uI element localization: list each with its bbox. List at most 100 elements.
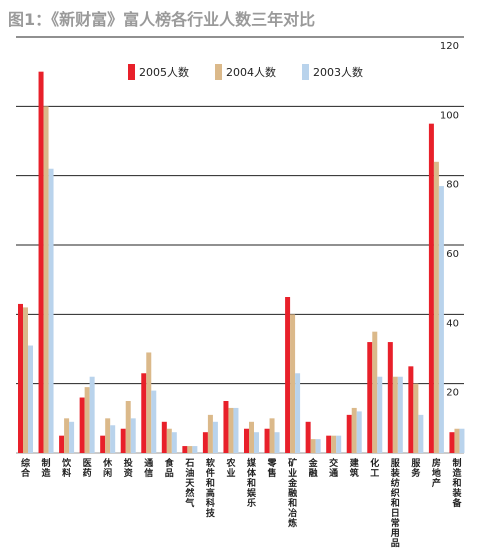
bar [43, 106, 49, 453]
chart-title: 图1：《新财富》富人榜各行业人数三年对比 [8, 10, 316, 29]
bar [120, 428, 126, 453]
x-category-label: 综合 [21, 457, 31, 479]
bar [69, 421, 75, 453]
legend-label-2005: 2005人数 [139, 66, 189, 79]
bar [228, 407, 234, 453]
bar [110, 425, 116, 453]
legend-swatch-2003 [302, 64, 309, 80]
bar [454, 428, 460, 453]
y-tick-label: 120 [440, 41, 459, 52]
legend-item-2003: 2003人数 [302, 63, 363, 81]
x-category-label: 石油天然气 [184, 458, 195, 509]
bar [377, 376, 383, 453]
bar [182, 446, 188, 453]
x-category-label: 通信 [144, 457, 153, 479]
x-category-label: 媒体和娱乐 [246, 457, 257, 509]
x-category-label: 农业 [225, 457, 236, 479]
bar [449, 432, 455, 453]
bar [151, 390, 157, 453]
bar [315, 439, 321, 453]
bar [356, 411, 362, 453]
bar [249, 421, 254, 453]
y-tick-label: 40 [446, 318, 459, 329]
bar [89, 376, 95, 453]
bar [413, 383, 419, 453]
x-category-label: 金融 [308, 457, 319, 479]
x-category-label: 软件和高科技 [205, 457, 216, 519]
legend-item-2005: 2005人数 [128, 63, 189, 81]
bar [351, 407, 357, 453]
bar [233, 407, 239, 453]
bar [212, 421, 218, 453]
bar [418, 414, 424, 453]
bar [285, 297, 291, 453]
x-category-label: 服装纺织和日常用品 [390, 458, 401, 549]
bar [274, 432, 280, 453]
bar [59, 435, 65, 453]
bar [141, 373, 147, 453]
bar [125, 401, 131, 453]
y-tick-label: 80 [446, 180, 459, 191]
bar [48, 168, 54, 453]
bar [64, 418, 70, 453]
bar [290, 314, 296, 453]
bar [207, 414, 213, 453]
bar [105, 418, 111, 453]
bar [433, 161, 439, 454]
bar [387, 342, 393, 453]
x-category-label: 投资 [124, 457, 133, 479]
bar [166, 428, 172, 453]
bar [264, 428, 270, 453]
x-category-label: 化工 [370, 457, 379, 479]
y-tick-label: 20 [446, 388, 459, 399]
bar [23, 307, 28, 453]
bar [171, 432, 177, 453]
x-category-label: 建筑 [350, 457, 360, 479]
bar [161, 421, 167, 453]
bar [28, 345, 33, 453]
legend-swatch-2004 [215, 64, 222, 80]
bar [187, 446, 193, 453]
bar [100, 435, 106, 453]
bar [202, 432, 208, 453]
bar [254, 432, 259, 453]
bar [392, 376, 398, 453]
bar [397, 376, 403, 453]
bar [326, 435, 332, 453]
legend-label-2003: 2003人数 [313, 66, 363, 79]
x-category-label: 交通 [329, 457, 338, 479]
x-category-label: 休闲 [102, 457, 113, 479]
legend-item-2004: 2004人数 [215, 63, 276, 81]
x-category-label: 制造 [42, 457, 52, 479]
y-tick-label: 60 [446, 249, 459, 260]
bar [438, 186, 444, 454]
bar [310, 439, 316, 453]
bar [372, 331, 378, 453]
bar [269, 418, 275, 453]
bar [223, 401, 229, 453]
bar [192, 446, 198, 453]
bar [336, 435, 342, 453]
bar [331, 435, 337, 453]
bar [38, 71, 44, 454]
legend-label-2004: 2004人数 [226, 66, 276, 79]
bar [18, 303, 23, 453]
bar [130, 418, 136, 453]
x-category-label: 房地产 [432, 457, 441, 489]
x-category-label: 服务 [411, 458, 421, 479]
y-tick-label: 100 [440, 110, 459, 121]
bar [428, 123, 434, 454]
bar [408, 366, 414, 453]
bar [346, 414, 352, 453]
x-category-label: 食品 [164, 457, 175, 479]
bar [244, 428, 249, 453]
bar [84, 387, 90, 453]
x-category-label: 医药 [83, 458, 92, 479]
bar [459, 428, 465, 453]
legend-swatch-2005 [128, 64, 135, 80]
bar [146, 352, 152, 453]
x-category-label: 矿业金融和冶炼 [287, 457, 298, 529]
x-category-label: 制造和装备 [451, 457, 462, 509]
bar [295, 373, 301, 453]
